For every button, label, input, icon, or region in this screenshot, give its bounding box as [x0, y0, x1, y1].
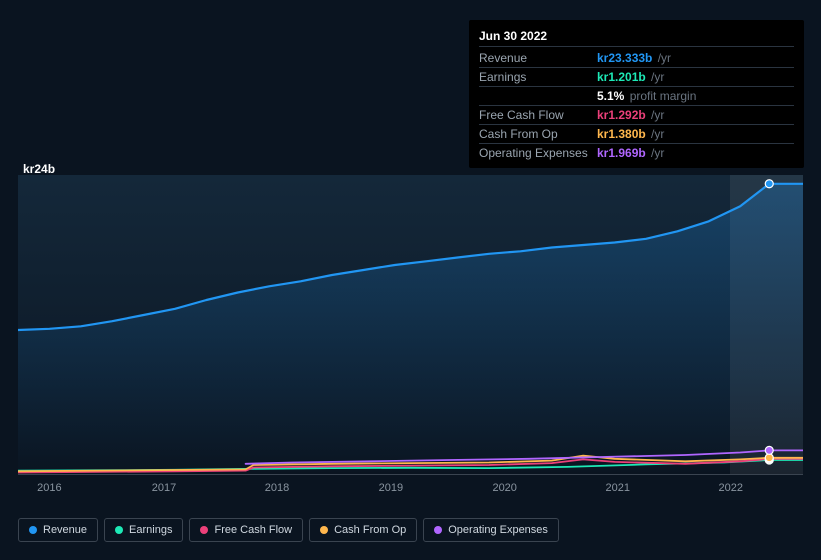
x-tick: 2020 — [492, 482, 516, 494]
tooltip-row: Earningskr1.201b /yr — [479, 68, 794, 87]
legend-dot — [29, 526, 37, 534]
tooltip-row: Operating Expenseskr1.969b /yr — [479, 144, 794, 162]
tooltip-row: Cash From Opkr1.380b /yr — [479, 125, 794, 144]
tooltip-row: Free Cash Flowkr1.292b /yr — [479, 106, 794, 125]
legend-label: Operating Expenses — [448, 524, 548, 536]
tooltip-unit: /yr — [648, 70, 665, 84]
legend-label: Earnings — [129, 524, 172, 536]
x-tick: 2018 — [265, 482, 289, 494]
tooltip-unit: /yr — [648, 108, 665, 122]
x-tick: 2017 — [152, 482, 176, 494]
tooltip-unit: profit margin — [626, 89, 696, 103]
legend-label: Cash From Op — [334, 524, 406, 536]
legend-item[interactable]: Operating Expenses — [423, 518, 559, 542]
tooltip-value: kr1.969b — [597, 146, 646, 160]
tooltip-row: 5.1% profit margin — [479, 87, 794, 106]
legend-item[interactable]: Free Cash Flow — [189, 518, 303, 542]
chart-legend: Revenue Earnings Free Cash Flow Cash From O… — [18, 518, 559, 542]
x-tick: 2021 — [605, 482, 629, 494]
legend-dot — [434, 526, 442, 534]
tooltip-row: Revenuekr23.333b /yr — [479, 49, 794, 68]
chart-svg — [18, 175, 803, 475]
legend-dot — [200, 526, 208, 534]
tooltip-unit: /yr — [654, 51, 671, 65]
tooltip-label — [479, 89, 597, 103]
y-axis-max-label: kr24b — [23, 162, 55, 176]
tooltip-value: kr1.380b — [597, 127, 646, 141]
tooltip-value: kr1.201b — [597, 70, 646, 84]
tooltip-date: Jun 30 2022 — [479, 26, 794, 47]
x-tick: 2022 — [719, 482, 743, 494]
legend-dot — [115, 526, 123, 534]
financials-chart[interactable] — [18, 175, 803, 475]
tooltip-unit: /yr — [648, 146, 665, 160]
x-axis-ticks: 2016 2017 2018 2019 2020 2021 2022 — [18, 482, 803, 502]
x-tick: 2016 — [37, 482, 61, 494]
tooltip-value: kr23.333b — [597, 51, 652, 65]
tooltip-label: Earnings — [479, 70, 597, 84]
tooltip-label: Revenue — [479, 51, 597, 65]
x-tick: 2019 — [379, 482, 403, 494]
tooltip-label: Free Cash Flow — [479, 108, 597, 122]
tooltip-label: Cash From Op — [479, 127, 597, 141]
legend-label: Revenue — [43, 524, 87, 536]
legend-dot — [320, 526, 328, 534]
tooltip-label: Operating Expenses — [479, 146, 597, 160]
legend-item[interactable]: Cash From Op — [309, 518, 417, 542]
legend-item[interactable]: Revenue — [18, 518, 98, 542]
legend-label: Free Cash Flow — [214, 524, 292, 536]
tooltip-value: kr1.292b — [597, 108, 646, 122]
hover-tooltip: Jun 30 2022 Revenuekr23.333b /yrEarnings… — [469, 20, 804, 168]
tooltip-rows: Revenuekr23.333b /yrEarningskr1.201b /yr… — [479, 49, 794, 162]
tooltip-value: 5.1% — [597, 89, 624, 103]
legend-item[interactable]: Earnings — [104, 518, 183, 542]
tooltip-unit: /yr — [648, 127, 665, 141]
